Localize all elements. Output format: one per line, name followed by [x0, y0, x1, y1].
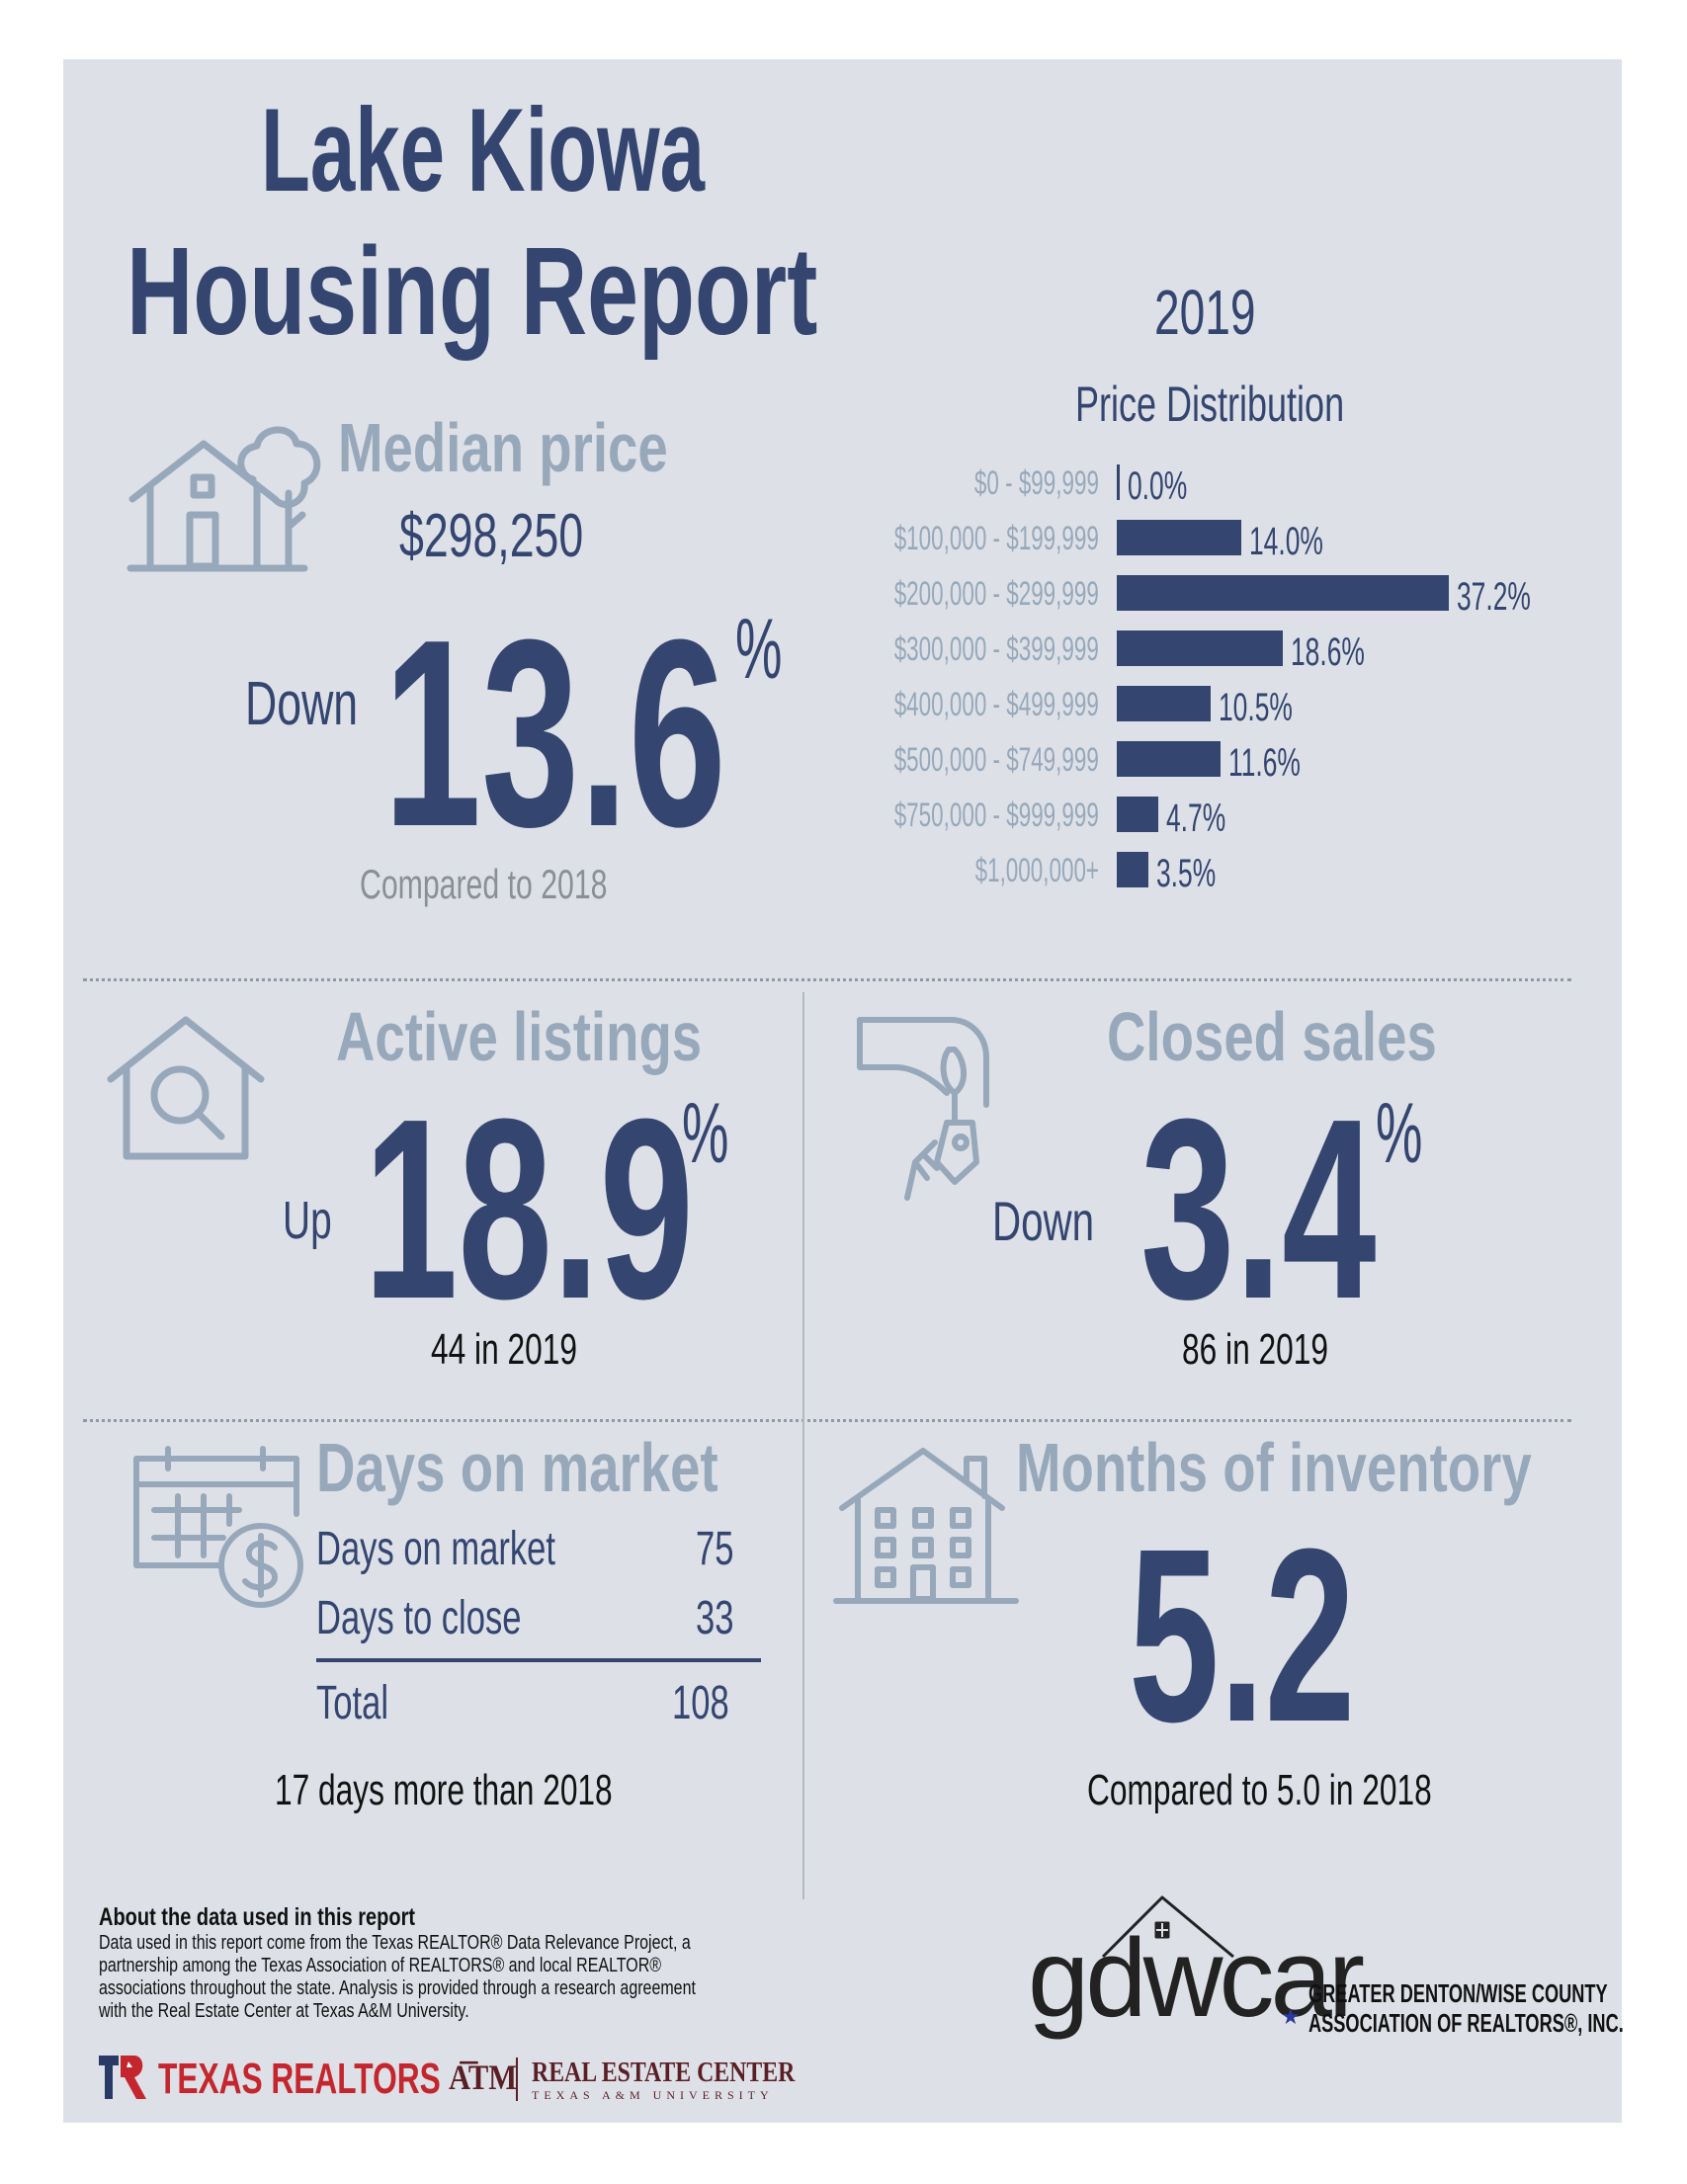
closed-change-value: 3.4 [1140, 1066, 1377, 1353]
calendar-dollar-icon [130, 1445, 308, 1613]
chart-bar [1117, 852, 1148, 887]
chart-category-label: $0 - $99,999 [973, 464, 1099, 502]
total-row-value: 108 [672, 1677, 729, 1729]
texas-realtors-text: TEXAS REALTORS [158, 2055, 441, 2103]
median-price-label: Median price [338, 409, 668, 486]
about-title: About the data used in this report [99, 1903, 416, 1931]
chart-data-label: 14.0% [1249, 520, 1324, 563]
table-rule [316, 1658, 761, 1662]
house-tree-icon [127, 420, 324, 578]
chart-category-label: $750,000 - $999,999 [893, 797, 1099, 834]
house-search-icon [107, 1014, 265, 1162]
report-year: 2019 [1154, 277, 1256, 348]
active-direction: Up [283, 1191, 332, 1250]
closed-direction: Down [992, 1190, 1095, 1252]
active-change-unit: % [682, 1086, 729, 1181]
months-inventory-value: 5.2 [1129, 1497, 1356, 1773]
chart-data-label: 37.2% [1457, 575, 1531, 619]
active-listings-label: Active listings [336, 998, 703, 1075]
chart-category-label: $300,000 - $399,999 [893, 630, 1099, 668]
dom-note: 17 days more than 2018 [275, 1766, 613, 1814]
months-inventory-label: Months of inventory [1016, 1429, 1532, 1506]
median-direction: Down [245, 670, 359, 738]
gdwcar-logo-text: gdwcar [1028, 1916, 1365, 2040]
closed-sales-label: Closed sales [1107, 998, 1437, 1075]
chart-data-label: 3.5% [1155, 852, 1216, 895]
page-title-line2: Housing Report [127, 221, 818, 361]
months-inventory-note: Compared to 5.0 in 2018 [1087, 1766, 1432, 1814]
chart-bar [1117, 464, 1120, 500]
chart-data-label: 4.7% [1166, 797, 1226, 840]
texas-realtors-logo-icon [99, 2056, 146, 2099]
median-change-unit: % [735, 602, 783, 697]
gdwcar-line2: ASSOCIATION OF REALTORS®, INC. [1308, 2008, 1624, 2038]
chart-data-label: 11.6% [1227, 741, 1301, 785]
chart-bar [1117, 575, 1449, 611]
dom-row-label: Days on market [316, 1523, 556, 1575]
chart-bar [1117, 741, 1221, 777]
chart-data-label: 10.5% [1218, 686, 1293, 729]
about-line-1: Data used in this report come from the T… [99, 1932, 691, 1954]
chart-title: Price Distribution [1075, 377, 1345, 432]
about-line-2: partnership among the Texas Association … [99, 1955, 662, 1976]
about-line-4: with the Real Estate Center at Texas A&M… [99, 2000, 469, 2022]
chart-category-label: $1,000,000+ [974, 852, 1099, 889]
closed-change-unit: % [1376, 1086, 1423, 1181]
rec-divider [516, 2058, 518, 2101]
active-change-value: 18.9 [364, 1066, 694, 1353]
total-row-label: Total [316, 1677, 389, 1729]
dtc-row-label: Days to close [316, 1592, 522, 1644]
chart-bar [1117, 630, 1283, 666]
atm-logo-icon: A͞TM [449, 2058, 518, 2097]
gdwcar-line1: GREATER DENTON/WISE COUNTY [1308, 1978, 1608, 2008]
gdwcar-star-icon: ★ [1281, 2004, 1301, 2029]
chart-data-label: 18.6% [1291, 630, 1365, 674]
chart-bar [1117, 520, 1242, 555]
dtc-row-value: 33 [696, 1592, 734, 1644]
median-price-value: $298,250 [399, 502, 584, 570]
divider-top [83, 978, 1571, 981]
divider-middle [83, 1419, 1571, 1422]
days-on-market-label: Days on market [316, 1429, 718, 1506]
chart-category-label: $100,000 - $199,999 [893, 520, 1099, 557]
rec-title: REAL ESTATE CENTER [532, 2058, 796, 2088]
chart-category-label: $400,000 - $499,999 [893, 686, 1099, 723]
chart-category-label: $200,000 - $299,999 [893, 575, 1099, 613]
chart-bar [1117, 686, 1211, 721]
report-panel [63, 59, 1622, 2123]
chart-data-label: 0.0% [1128, 464, 1188, 508]
vertical-divider [802, 992, 804, 1899]
chart-category-label: $500,000 - $749,999 [893, 741, 1099, 779]
median-compare-note: Compared to 2018 [360, 861, 608, 907]
hand-keys-icon [856, 1014, 1034, 1202]
median-change-value: 13.6 [383, 585, 726, 882]
building-icon [832, 1445, 1020, 1611]
closed-note: 86 in 2019 [1182, 1325, 1328, 1374]
dom-row-value: 75 [696, 1523, 734, 1575]
gdwcar-house-icon [1099, 1888, 1247, 1967]
active-note: 44 in 2019 [431, 1325, 577, 1374]
chart-bar [1117, 797, 1159, 832]
about-line-3: associations throughout the state. Analy… [99, 1977, 696, 1999]
rec-subtitle: TEXAS A&M UNIVERSITY [532, 2088, 774, 2102]
page-title-line1: Lake Kiowa [261, 84, 705, 216]
